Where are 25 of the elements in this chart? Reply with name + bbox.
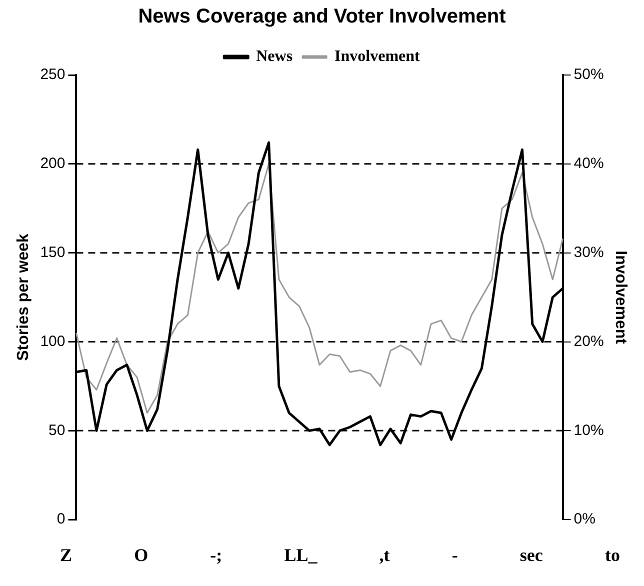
text: to	[604, 545, 620, 566]
chart-title: News Coverage and Voter Involvement	[138, 6, 506, 28]
y2-tick-label: 10%	[574, 422, 604, 439]
y-tick-label: 0	[56, 510, 66, 528]
y2-axis-title: Involvement	[612, 250, 629, 345]
y2-tick-label: 20%	[574, 332, 604, 350]
y2-tick-label: 50%	[574, 66, 604, 84]
y-tick-label: 200	[40, 155, 66, 172]
y-axis-title: Stories per week	[15, 234, 32, 361]
text: -;	[210, 545, 222, 566]
y-tick-label: 250	[40, 66, 66, 84]
legend-label: Involvement	[334, 48, 421, 66]
text: -	[452, 545, 458, 566]
text: ,t	[379, 545, 390, 566]
y-tick-label: 100	[40, 332, 66, 350]
text: sec	[520, 545, 543, 566]
text: Z	[60, 545, 72, 566]
y2-tick-label: 0%	[574, 510, 596, 528]
y2-tick-label: 40%	[574, 155, 604, 172]
y-tick-label: 150	[40, 244, 66, 261]
y2-tick-label: 30%	[574, 244, 604, 261]
legend-label: News	[256, 48, 293, 66]
y-tick-label: 50	[48, 422, 66, 439]
text: LL_	[284, 545, 318, 566]
text: O	[134, 545, 148, 566]
